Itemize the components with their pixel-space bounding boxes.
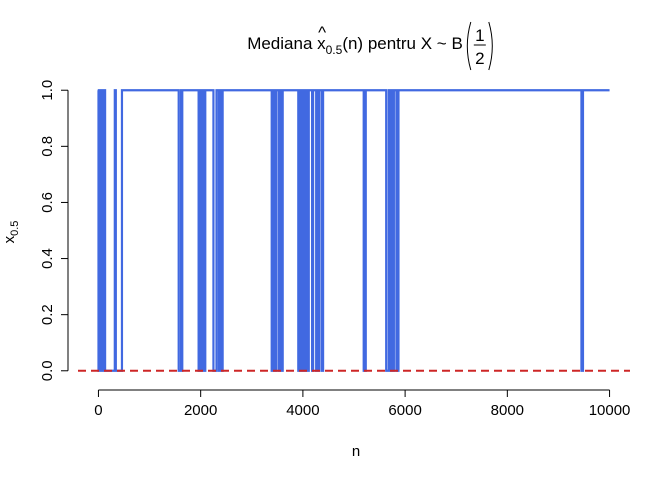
plot-area bbox=[78, 89, 630, 372]
y-axis-label: x0.5 ^ bbox=[0, 221, 21, 244]
x-tick-label: 0 bbox=[94, 402, 102, 419]
y-axis-label-var: x bbox=[1, 235, 18, 243]
chart-title-prefix: Mediana bbox=[247, 34, 317, 53]
chart-title-fraction: 1 2 bbox=[466, 21, 493, 71]
x-tick-label: 4000 bbox=[286, 402, 319, 419]
y-tick-label: 0.6 bbox=[39, 192, 56, 213]
chart-title-frac-numerator: 1 bbox=[475, 26, 484, 45]
chart-title-frac-denominator: 2 bbox=[475, 49, 484, 68]
y-tick-label: 0.0 bbox=[39, 360, 56, 381]
chart-title-var: x bbox=[317, 34, 326, 53]
x-axis-label: n bbox=[352, 443, 360, 460]
y-axis: 0.0 0.2 0.4 0.6 0.8 1.0 bbox=[39, 80, 69, 381]
title-right-paren bbox=[488, 21, 493, 71]
chart-title-suffix: (n) pentru X ~ B bbox=[342, 34, 462, 53]
title-left-paren bbox=[466, 21, 472, 71]
x-tick-label: 6000 bbox=[388, 402, 421, 419]
chart-title-subscript: 0.5 bbox=[326, 43, 343, 57]
y-label-hat-mark: ^ bbox=[0, 236, 9, 243]
x-tick-label: 2000 bbox=[184, 402, 217, 419]
y-tick-label: 0.2 bbox=[39, 304, 56, 325]
x-tick-label: 8000 bbox=[491, 402, 524, 419]
y-tick-label: 1.0 bbox=[39, 80, 56, 101]
title-hat-mark: ^ bbox=[318, 23, 326, 42]
y-axis-label-text: x0.5 bbox=[1, 221, 21, 244]
y-tick-label: 0.4 bbox=[39, 248, 56, 269]
y-tick-label: 0.8 bbox=[39, 136, 56, 157]
y-axis-label-subscript: 0.5 bbox=[9, 221, 21, 236]
x-tick-label: 10000 bbox=[589, 402, 631, 419]
chart-title: Mediana x0.5(n) pentru X ~ B bbox=[247, 34, 463, 57]
x-axis: 0 2000 4000 6000 8000 10000 bbox=[94, 389, 631, 419]
